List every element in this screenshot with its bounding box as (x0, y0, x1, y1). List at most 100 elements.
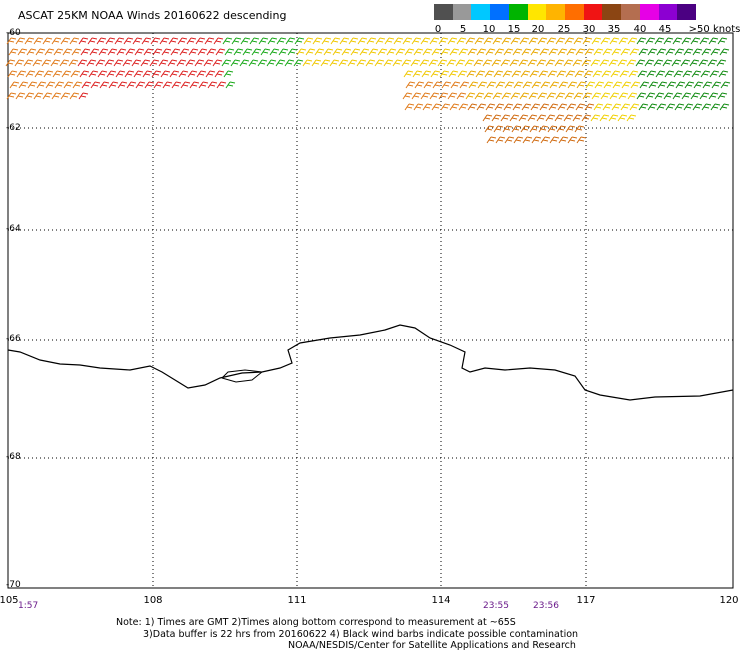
wind-barb (206, 48, 217, 56)
wind-barb (617, 59, 628, 67)
wind-barb (474, 37, 485, 45)
wind-barb (720, 81, 731, 89)
wind-barb (691, 70, 702, 78)
wind-barb (540, 81, 551, 89)
wind-barb (99, 81, 110, 89)
wind-barb (531, 136, 542, 144)
time-label: 1:57 (18, 601, 39, 611)
wind-barb (648, 81, 659, 89)
wind-barb (296, 48, 307, 56)
wind-barb (403, 70, 414, 78)
wind-barb (51, 92, 62, 100)
wind-barb (69, 37, 80, 45)
wind-barb (590, 114, 601, 122)
wind-barb (113, 59, 124, 67)
wind-barb (402, 37, 413, 45)
wind-barb (178, 70, 189, 78)
wind-barb (554, 114, 565, 122)
wind-barb (429, 92, 440, 100)
wind-barb (530, 48, 541, 56)
wind-barb (422, 48, 433, 56)
wind-barb (258, 37, 269, 45)
wind-barb (35, 48, 46, 56)
wind-barb (133, 70, 144, 78)
wind-barb (214, 70, 225, 78)
lat-label: -68 (6, 452, 21, 462)
wind-barb (132, 37, 143, 45)
wind-barb (105, 37, 116, 45)
wind-barb (52, 70, 63, 78)
wind-barb (267, 37, 278, 45)
wind-barb (153, 81, 164, 89)
wind-barb (24, 37, 35, 45)
wind-barb (26, 48, 37, 56)
wind-barb (77, 59, 88, 67)
wind-barb (584, 103, 595, 111)
wind-barb (709, 70, 720, 78)
wind-barb (654, 92, 665, 100)
wind-barb (584, 48, 595, 56)
wind-barb (467, 48, 478, 56)
wind-barb (699, 92, 710, 100)
wind-barb (62, 48, 73, 56)
wind-barb (149, 59, 160, 67)
wind-barb (602, 103, 613, 111)
wind-barb (619, 70, 630, 78)
legend-swatch (452, 4, 472, 20)
wind-barb (32, 59, 43, 67)
wind-barb (212, 59, 223, 67)
wind-barb (287, 48, 298, 56)
wind-barb (599, 59, 610, 67)
wind-barb (620, 48, 631, 56)
wind-barb (548, 103, 559, 111)
wind-barb (637, 70, 648, 78)
wind-barb (465, 92, 476, 100)
wind-barb (195, 37, 206, 45)
wind-barb (439, 70, 450, 78)
legend-swatch (527, 4, 547, 20)
wind-barb (401, 59, 412, 67)
wind-barb (465, 37, 476, 45)
wind-barb (500, 59, 511, 67)
wind-barb (493, 125, 504, 133)
wind-barb (690, 92, 701, 100)
wind-barb (698, 59, 709, 67)
wind-barb (555, 37, 566, 45)
wind-barb (539, 48, 550, 56)
wind-barb (665, 103, 676, 111)
wind-barb (122, 59, 133, 67)
wind-barb (33, 92, 44, 100)
wind-barb (414, 81, 425, 89)
legend-label: 25 (557, 24, 571, 35)
wind-barb (638, 103, 649, 111)
wind-barb (168, 37, 179, 45)
legend-swatch (434, 4, 454, 20)
wind-barb (95, 59, 106, 67)
wind-barb (284, 59, 295, 67)
wind-barb (60, 37, 71, 45)
wind-barb (393, 37, 404, 45)
legend-swatch (565, 4, 585, 20)
wind-barb (107, 48, 118, 56)
wind-barb (522, 81, 533, 89)
wind-barb (350, 48, 361, 56)
wind-barb (437, 59, 448, 67)
wind-barb (231, 37, 242, 45)
wind-barb (718, 70, 729, 78)
wind-barb (664, 70, 675, 78)
wind-barb (692, 103, 703, 111)
wind-barb (24, 92, 35, 100)
wind-barb (653, 59, 664, 67)
wind-barb (675, 81, 686, 89)
wind-barb (546, 92, 557, 100)
wind-barb (143, 48, 154, 56)
wind-barb (549, 81, 560, 89)
wind-barb (45, 81, 56, 89)
wind-barb (449, 48, 460, 56)
wind-barb (485, 103, 496, 111)
wind-barb (311, 59, 322, 67)
wind-barb (503, 103, 514, 111)
wind-barb (224, 48, 235, 56)
wind-barb (428, 59, 439, 67)
